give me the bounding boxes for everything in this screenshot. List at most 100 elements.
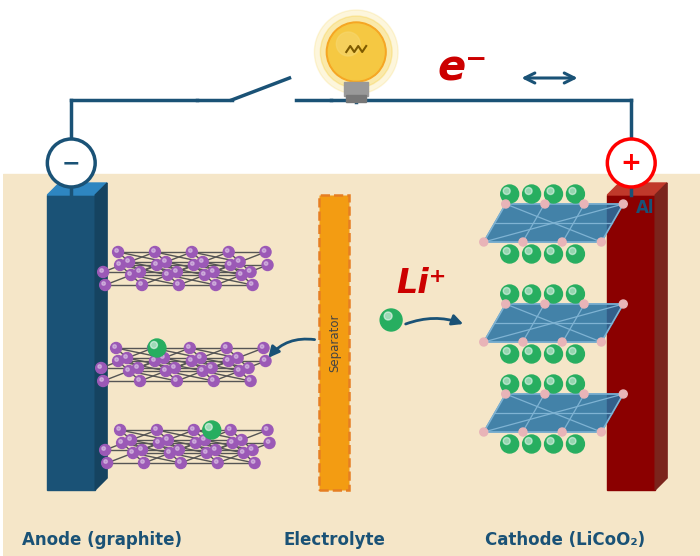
Circle shape xyxy=(249,458,260,469)
Circle shape xyxy=(98,266,108,277)
Circle shape xyxy=(195,353,206,364)
Circle shape xyxy=(258,342,269,354)
Circle shape xyxy=(251,460,255,463)
Circle shape xyxy=(99,444,111,455)
Circle shape xyxy=(98,365,102,368)
Circle shape xyxy=(122,353,132,364)
Bar xyxy=(344,82,368,96)
Circle shape xyxy=(197,365,209,376)
Text: Anode (graphite): Anode (graphite) xyxy=(22,531,182,549)
Circle shape xyxy=(96,363,106,374)
Circle shape xyxy=(113,355,124,366)
Circle shape xyxy=(136,378,140,381)
Circle shape xyxy=(148,342,158,354)
Circle shape xyxy=(525,378,532,385)
Circle shape xyxy=(566,375,584,393)
Circle shape xyxy=(236,270,247,280)
Circle shape xyxy=(245,266,256,277)
Circle shape xyxy=(541,200,549,208)
Circle shape xyxy=(153,438,164,449)
Circle shape xyxy=(188,424,199,435)
Circle shape xyxy=(238,448,249,459)
Circle shape xyxy=(569,187,576,195)
Circle shape xyxy=(569,378,576,385)
Circle shape xyxy=(547,378,554,385)
Circle shape xyxy=(480,428,488,436)
Circle shape xyxy=(127,448,139,459)
Circle shape xyxy=(321,16,392,88)
Circle shape xyxy=(115,358,118,361)
Circle shape xyxy=(202,272,205,275)
Circle shape xyxy=(519,428,527,436)
Circle shape xyxy=(236,434,247,445)
Circle shape xyxy=(545,345,563,363)
Circle shape xyxy=(523,185,540,203)
Circle shape xyxy=(503,378,510,385)
Circle shape xyxy=(314,10,398,94)
Bar xyxy=(48,195,95,490)
Circle shape xyxy=(228,426,231,430)
Circle shape xyxy=(480,338,488,346)
Circle shape xyxy=(139,458,150,469)
Circle shape xyxy=(134,266,146,277)
Circle shape xyxy=(523,435,540,453)
Circle shape xyxy=(174,444,184,455)
Circle shape xyxy=(223,345,227,348)
Circle shape xyxy=(223,246,235,257)
Circle shape xyxy=(139,446,142,450)
Circle shape xyxy=(545,185,563,203)
Circle shape xyxy=(162,270,174,280)
Circle shape xyxy=(186,345,190,348)
Circle shape xyxy=(188,260,199,271)
Circle shape xyxy=(186,246,197,257)
Circle shape xyxy=(139,282,142,285)
Circle shape xyxy=(225,249,229,252)
Polygon shape xyxy=(95,183,107,490)
Circle shape xyxy=(117,262,120,265)
Circle shape xyxy=(223,355,235,366)
Text: Electrolyte: Electrolyte xyxy=(284,531,385,549)
Circle shape xyxy=(197,355,201,358)
Circle shape xyxy=(102,458,113,469)
Circle shape xyxy=(519,338,527,346)
Circle shape xyxy=(160,355,164,358)
Circle shape xyxy=(597,428,606,436)
Circle shape xyxy=(152,358,155,361)
Circle shape xyxy=(141,460,144,463)
Circle shape xyxy=(523,345,540,363)
Circle shape xyxy=(326,22,386,82)
Circle shape xyxy=(174,280,184,290)
Circle shape xyxy=(247,378,251,381)
Circle shape xyxy=(525,287,532,295)
Circle shape xyxy=(212,446,216,450)
Circle shape xyxy=(558,238,566,246)
Circle shape xyxy=(136,444,148,455)
Circle shape xyxy=(212,282,216,285)
Circle shape xyxy=(597,338,606,346)
Circle shape xyxy=(209,375,219,386)
Circle shape xyxy=(384,312,392,320)
Circle shape xyxy=(154,426,158,430)
Circle shape xyxy=(152,249,155,252)
Circle shape xyxy=(580,390,588,398)
Circle shape xyxy=(128,436,132,440)
Circle shape xyxy=(503,187,510,195)
Circle shape xyxy=(202,448,212,459)
Polygon shape xyxy=(608,183,667,195)
Circle shape xyxy=(265,262,268,265)
Circle shape xyxy=(115,424,125,435)
Circle shape xyxy=(265,426,268,430)
Circle shape xyxy=(209,266,219,277)
Circle shape xyxy=(176,282,179,285)
Circle shape xyxy=(124,365,134,376)
Circle shape xyxy=(247,444,258,455)
Polygon shape xyxy=(484,304,623,342)
Circle shape xyxy=(503,287,510,295)
Text: Cathode (LiCoO₂): Cathode (LiCoO₂) xyxy=(485,531,645,549)
Circle shape xyxy=(174,269,177,272)
Bar xyxy=(608,195,655,490)
Circle shape xyxy=(186,355,197,366)
Circle shape xyxy=(115,249,118,252)
Circle shape xyxy=(225,424,236,435)
Circle shape xyxy=(193,440,196,443)
